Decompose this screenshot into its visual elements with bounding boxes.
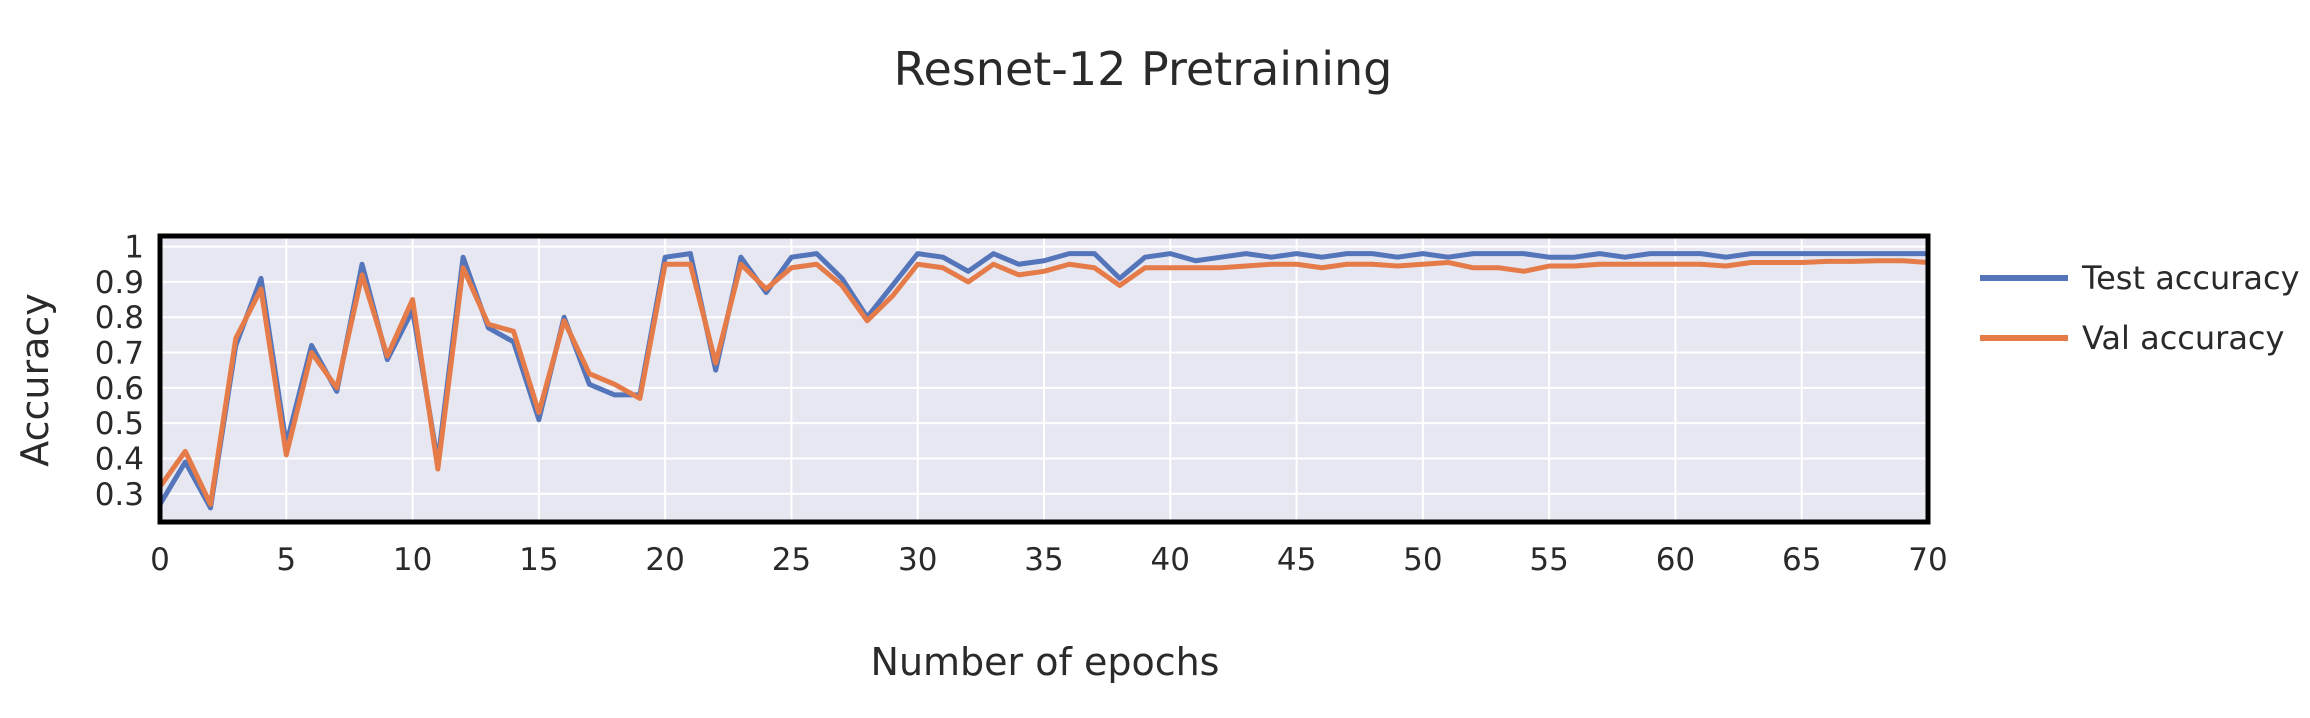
- legend-label: Test accuracy: [2081, 259, 2300, 297]
- x-tick-label: 25: [772, 542, 811, 578]
- x-tick-label: 15: [519, 542, 558, 578]
- x-tick-label: 60: [1656, 542, 1695, 578]
- y-tick-label: 0.8: [95, 300, 144, 336]
- x-axis-title: Number of epochs: [871, 640, 1220, 684]
- x-tick-label: 20: [645, 542, 684, 578]
- y-tick-label: 0.3: [95, 477, 144, 513]
- chart-title: Resnet-12 Pretraining: [894, 42, 1393, 96]
- y-tick-label: 0.7: [95, 336, 144, 372]
- x-tick-label: 0: [150, 542, 170, 578]
- x-tick-label: 40: [1151, 542, 1190, 578]
- x-tick-label: 35: [1024, 542, 1063, 578]
- plot-frame: [157, 233, 1931, 525]
- x-tick-label: 70: [1908, 542, 1947, 578]
- legend: Test accuracy Val accuracy: [1980, 259, 2300, 357]
- y-tick-label: 1: [124, 230, 144, 266]
- x-tick-label: 5: [276, 542, 296, 578]
- y-tick-label: 0.5: [95, 406, 144, 442]
- legend-label: Val accuracy: [2082, 319, 2284, 357]
- y-tick-label: 0.6: [95, 371, 144, 407]
- y-axis-title: Accuracy: [13, 293, 57, 467]
- x-tick-label: 45: [1277, 542, 1316, 578]
- x-tick-label: 50: [1403, 542, 1442, 578]
- x-tick-label: 30: [898, 542, 937, 578]
- y-tick-label: 0.9: [95, 265, 144, 301]
- x-tick-label: 65: [1782, 542, 1821, 578]
- x-tick-label: 10: [393, 542, 432, 578]
- x-tick-label: 55: [1529, 542, 1568, 578]
- y-tick-label: 0.4: [95, 441, 144, 477]
- series-line-val-accuracy: [157, 258, 1931, 507]
